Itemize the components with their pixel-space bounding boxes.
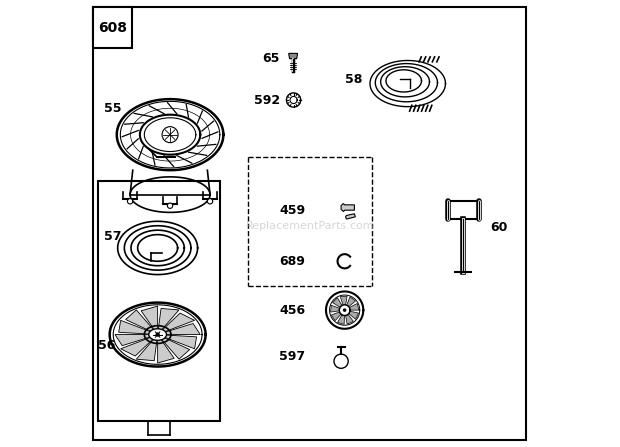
Polygon shape bbox=[157, 339, 174, 363]
Circle shape bbox=[156, 333, 159, 336]
Text: ReplacementParts.com: ReplacementParts.com bbox=[246, 221, 374, 231]
Text: 592: 592 bbox=[254, 93, 280, 106]
Polygon shape bbox=[330, 305, 339, 312]
Text: 597: 597 bbox=[280, 350, 306, 363]
Text: 56: 56 bbox=[98, 339, 115, 352]
Polygon shape bbox=[347, 297, 355, 306]
Bar bbox=[93, 7, 132, 48]
Text: 58: 58 bbox=[345, 72, 363, 86]
Polygon shape bbox=[161, 337, 190, 359]
Polygon shape bbox=[349, 311, 358, 319]
Circle shape bbox=[167, 203, 173, 208]
Polygon shape bbox=[164, 324, 200, 334]
Polygon shape bbox=[126, 310, 154, 332]
Polygon shape bbox=[341, 203, 355, 211]
Text: 689: 689 bbox=[280, 255, 306, 268]
Polygon shape bbox=[158, 308, 179, 330]
Text: 55: 55 bbox=[104, 101, 121, 114]
Bar bbox=[98, 181, 220, 421]
Polygon shape bbox=[164, 335, 197, 349]
Circle shape bbox=[343, 308, 347, 312]
Polygon shape bbox=[289, 53, 298, 59]
Polygon shape bbox=[350, 304, 359, 310]
Polygon shape bbox=[332, 298, 342, 307]
Polygon shape bbox=[115, 334, 151, 346]
Polygon shape bbox=[340, 296, 347, 305]
Polygon shape bbox=[331, 312, 341, 320]
Circle shape bbox=[128, 198, 133, 204]
Polygon shape bbox=[118, 320, 151, 334]
Polygon shape bbox=[345, 214, 355, 219]
Polygon shape bbox=[121, 337, 154, 356]
Polygon shape bbox=[346, 315, 353, 324]
Ellipse shape bbox=[117, 99, 223, 170]
Text: 608: 608 bbox=[98, 21, 127, 34]
Text: 65: 65 bbox=[262, 52, 280, 65]
Text: 60: 60 bbox=[490, 221, 507, 234]
Circle shape bbox=[162, 127, 178, 143]
Ellipse shape bbox=[149, 329, 167, 340]
Polygon shape bbox=[337, 315, 345, 325]
Circle shape bbox=[334, 354, 348, 368]
Ellipse shape bbox=[108, 302, 207, 367]
Polygon shape bbox=[136, 339, 157, 361]
Polygon shape bbox=[141, 306, 157, 330]
Circle shape bbox=[207, 198, 213, 204]
Text: 57: 57 bbox=[104, 230, 121, 243]
Polygon shape bbox=[162, 313, 195, 332]
Text: 456: 456 bbox=[280, 304, 306, 316]
Text: 459: 459 bbox=[280, 204, 306, 217]
